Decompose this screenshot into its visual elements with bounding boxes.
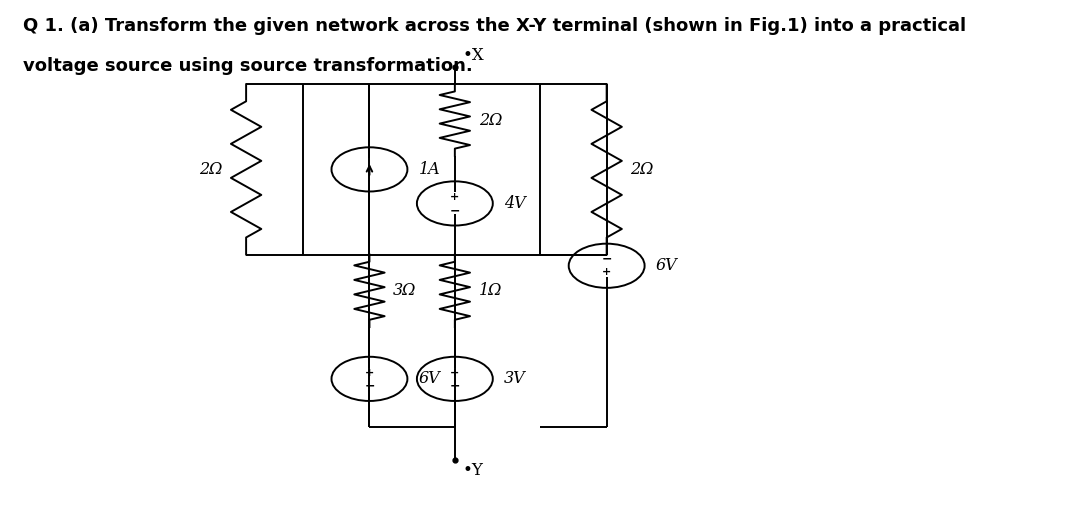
Text: +: + [365,368,374,378]
Text: −: − [364,380,375,392]
Text: 2Ω: 2Ω [631,161,653,178]
Text: +: + [602,267,611,277]
Text: +: + [450,192,459,203]
Text: 6V: 6V [656,257,677,274]
Text: 6V: 6V [419,371,441,387]
Text: 3V: 3V [504,371,526,387]
Text: 2Ω: 2Ω [199,161,222,178]
Text: •X: •X [462,47,484,64]
Text: −: − [449,380,460,392]
Text: 4V: 4V [504,195,526,212]
Text: 1A: 1A [419,161,441,178]
Text: •Y: •Y [462,462,484,479]
Text: 2Ω: 2Ω [478,111,502,128]
Text: 1Ω: 1Ω [478,282,502,299]
Text: −: − [602,252,612,265]
Text: +: + [450,368,459,378]
Text: Q 1. (a) Transform the given network across the X-Y terminal (shown in Fig.1) in: Q 1. (a) Transform the given network acr… [23,17,967,35]
Text: −: − [449,204,460,217]
Text: 3Ω: 3Ω [393,282,417,299]
Text: voltage source using source transformation.: voltage source using source transformati… [23,56,473,75]
